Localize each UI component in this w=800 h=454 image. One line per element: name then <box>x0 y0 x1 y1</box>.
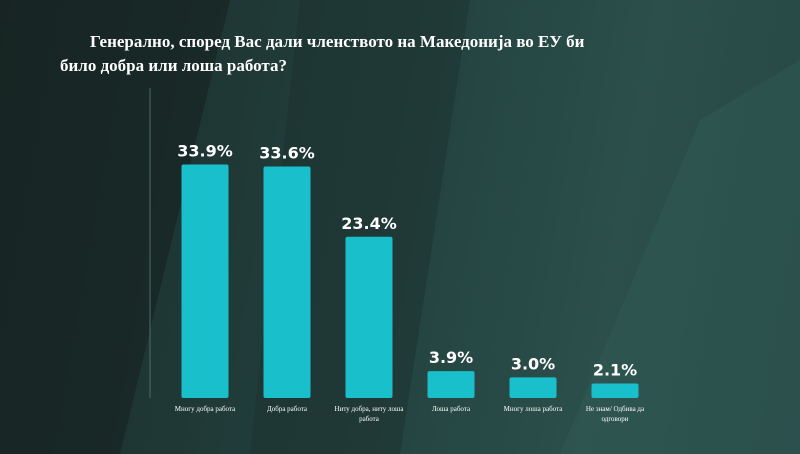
bar <box>345 236 393 398</box>
bar <box>509 377 557 398</box>
chart-title: Генерално, според Вас дали членството на… <box>60 32 585 75</box>
bar <box>263 166 311 398</box>
x-tick-label: Ниту добра, ниту лоша работа <box>334 405 404 423</box>
x-tick-label: Добра работа <box>266 405 308 413</box>
data-label: 33.9% <box>177 141 233 160</box>
x-tick-label: Лоша работа <box>431 405 471 413</box>
x-tick-label: Многу лоша работа <box>503 405 563 413</box>
x-tick-label: Многу добра работа <box>174 405 236 413</box>
background-shape <box>560 60 800 454</box>
bar <box>181 164 229 398</box>
data-label: 33.6% <box>259 144 315 163</box>
bar <box>427 371 475 398</box>
data-label: 3.0% <box>511 354 555 373</box>
bar <box>591 383 639 398</box>
data-label: 2.1% <box>593 361 637 380</box>
x-tick-label: Не знам/ Одбива да одговори <box>585 405 645 423</box>
data-label: 23.4% <box>341 214 397 233</box>
background-shape <box>0 0 230 454</box>
data-label: 3.9% <box>429 348 473 367</box>
